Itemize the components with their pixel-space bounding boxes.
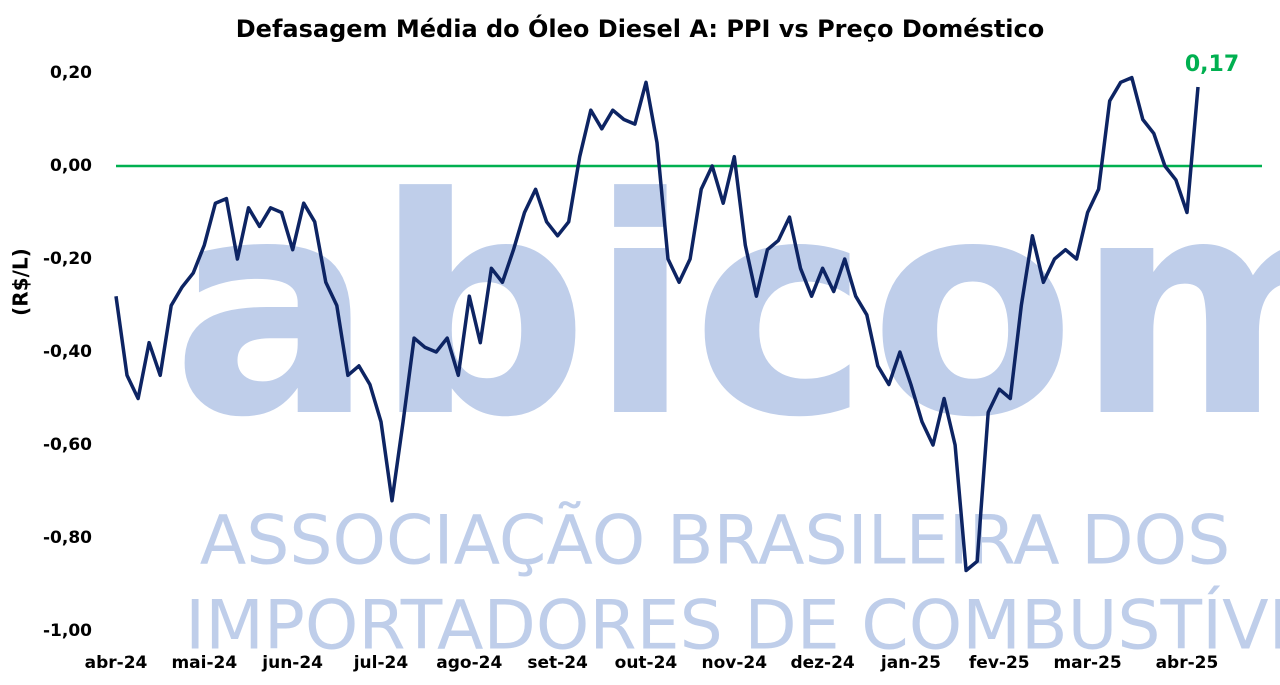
y-tick-label: 0,00 [50,156,92,176]
x-tick-label: mar-25 [1053,653,1121,673]
x-tick-label: jan-25 [880,653,941,673]
x-tick-label: nov-24 [701,653,767,673]
x-tick-label: mai-24 [171,653,237,673]
x-tick-label: jul-24 [353,653,409,673]
x-tick-label: jun-24 [261,653,323,673]
chart-title: Defasagem Média do Óleo Diesel A: PPI vs… [236,13,1045,43]
data-label: 0,17 [1185,52,1239,77]
y-tick-label: -0,20 [43,249,92,269]
watermark-line: ASSOCIAÇÃO BRASILEIRA DOS [200,501,1231,581]
y-axis-label: (R$/L) [9,248,33,316]
y-tick-label: -0,60 [43,435,92,455]
watermark-line: IMPORTADORES DE COMBUSTÍVEIS [185,586,1280,666]
data-line [114,75,1200,573]
x-tick-label: out-24 [615,653,678,673]
x-tick-label: ago-24 [436,653,502,673]
x-tick-label: dez-24 [790,653,854,673]
y-tick-label: -0,40 [43,342,92,362]
x-tick-label: set-24 [527,653,588,673]
y-tick-label: 0,20 [50,63,92,83]
y-tick-label: -0,80 [43,528,92,548]
x-tick-label: abr-25 [1156,653,1219,673]
x-tick-label: abr-24 [85,653,148,673]
watermark: abicom ASSOCIAÇÃO BRASILEIRA DOS IMPORTA… [172,134,1280,666]
y-tick-label: -1,00 [43,621,92,641]
x-tick-label: fev-25 [969,653,1030,673]
